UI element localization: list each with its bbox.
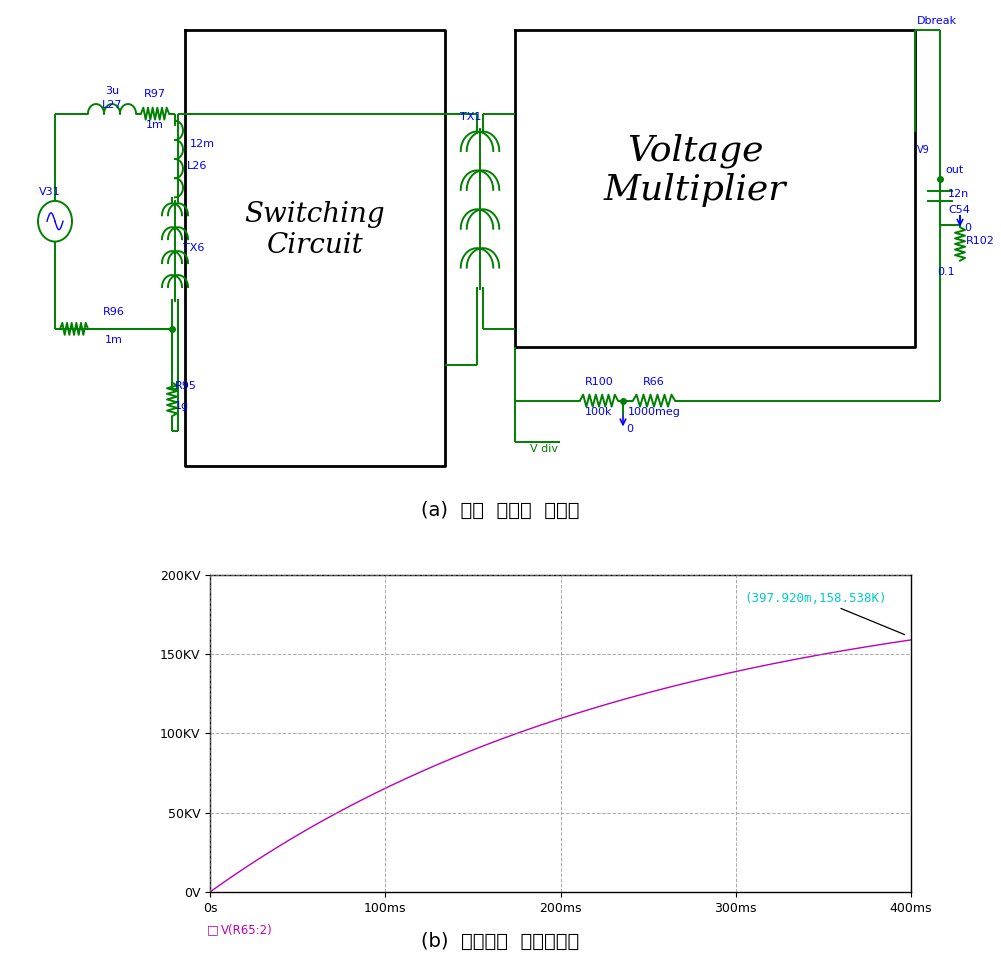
Text: V div: V div xyxy=(530,444,558,454)
Text: (397.920m,158.538K): (397.920m,158.538K) xyxy=(745,592,905,634)
Text: R102: R102 xyxy=(966,236,995,246)
Text: 0.1: 0.1 xyxy=(937,267,955,277)
Text: R95: R95 xyxy=(175,381,197,391)
Text: R66: R66 xyxy=(643,377,665,387)
Text: Dbreak: Dbreak xyxy=(917,16,957,26)
Text: 1g: 1g xyxy=(175,401,189,411)
Text: □: □ xyxy=(206,924,218,937)
Text: V(R65:2): V(R65:2) xyxy=(220,924,272,937)
Text: L26: L26 xyxy=(187,160,207,171)
Text: 1m: 1m xyxy=(104,335,122,345)
Text: 12n: 12n xyxy=(948,189,969,199)
Text: 12m: 12m xyxy=(190,139,215,149)
Text: 100k: 100k xyxy=(586,407,613,417)
Text: R96: R96 xyxy=(102,307,124,316)
Text: (b)  충전전압  시뮬레이션: (b) 충전전압 시뮬레이션 xyxy=(421,932,580,951)
Text: Voltage
Multiplier: Voltage Multiplier xyxy=(604,134,786,208)
Text: 1m: 1m xyxy=(146,120,164,130)
Text: V31: V31 xyxy=(39,187,61,197)
Text: 1000meg: 1000meg xyxy=(628,407,681,417)
Text: C54: C54 xyxy=(948,205,970,215)
Text: V9: V9 xyxy=(917,145,930,155)
Text: 3u: 3u xyxy=(105,86,119,96)
Text: out: out xyxy=(945,165,963,176)
Text: L27: L27 xyxy=(102,100,122,110)
Text: R97: R97 xyxy=(144,88,166,99)
Text: 0: 0 xyxy=(964,223,971,233)
Text: 0: 0 xyxy=(626,424,633,433)
Text: TX6: TX6 xyxy=(183,243,204,253)
Text: TX1: TX1 xyxy=(460,111,481,122)
Text: (a)  고압  충전부  회로도: (a) 고압 충전부 회로도 xyxy=(420,502,580,520)
Text: Switching
Circuit: Switching Circuit xyxy=(244,201,385,259)
Text: R100: R100 xyxy=(585,377,614,387)
